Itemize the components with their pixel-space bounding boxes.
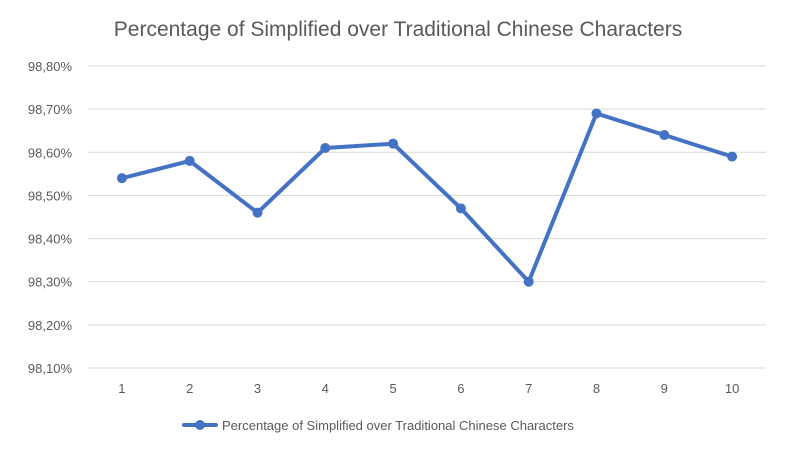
x-tick-label-5: 6 [457, 381, 464, 396]
data-point-6 [455, 203, 466, 214]
y-tick-label-5: 98,60% [28, 145, 73, 160]
y-axis-tick-labels: 98,10% 98,20% 98,30% 98,40% 98,50% 98,60% 98,7… [28, 59, 73, 376]
x-tick-label-1: 2 [186, 381, 193, 396]
x-tick-label-3: 4 [322, 381, 329, 396]
y-tick-label-6: 98,70% [28, 102, 73, 117]
data-point-10 [727, 151, 738, 162]
x-tick-label-9: 10 [725, 381, 739, 396]
x-tick-label-7: 8 [593, 381, 600, 396]
data-point-4 [320, 142, 331, 153]
chart-title: Percentage of Simplified over Traditiona… [114, 18, 682, 41]
series-line-0 [119, 111, 735, 284]
y-tick-label-0: 98,10% [28, 361, 73, 376]
x-tick-label-0: 1 [118, 381, 125, 396]
legend-label: Percentage of Simplified over Traditiona… [222, 418, 574, 433]
x-axis-tick-labels: 1 2 3 4 5 6 7 8 9 10 [118, 381, 739, 396]
x-tick-label-6: 7 [525, 381, 532, 396]
x-tick-label-4: 5 [389, 381, 396, 396]
data-point-9 [659, 130, 670, 141]
x-tick-label-2: 3 [254, 381, 261, 396]
legend: Percentage of Simplified over Traditiona… [182, 418, 574, 433]
y-tick-label-7: 98,80% [28, 59, 73, 74]
series-line-group [116, 108, 738, 287]
y-tick-label-4: 98,50% [28, 188, 73, 203]
y-tick-label-2: 98,30% [28, 275, 73, 290]
data-point-8 [591, 108, 602, 119]
y-tick-label-3: 98,40% [28, 232, 73, 247]
y-tick-label-1: 98,20% [28, 318, 73, 333]
data-point-2 [184, 155, 195, 166]
x-tick-label-8: 9 [661, 381, 668, 396]
data-point-5 [388, 138, 399, 149]
data-point-7 [523, 276, 534, 287]
legend-marker-point [195, 420, 205, 430]
data-point-1 [116, 173, 127, 184]
data-point-3 [252, 207, 263, 218]
gridlines [88, 65, 766, 369]
